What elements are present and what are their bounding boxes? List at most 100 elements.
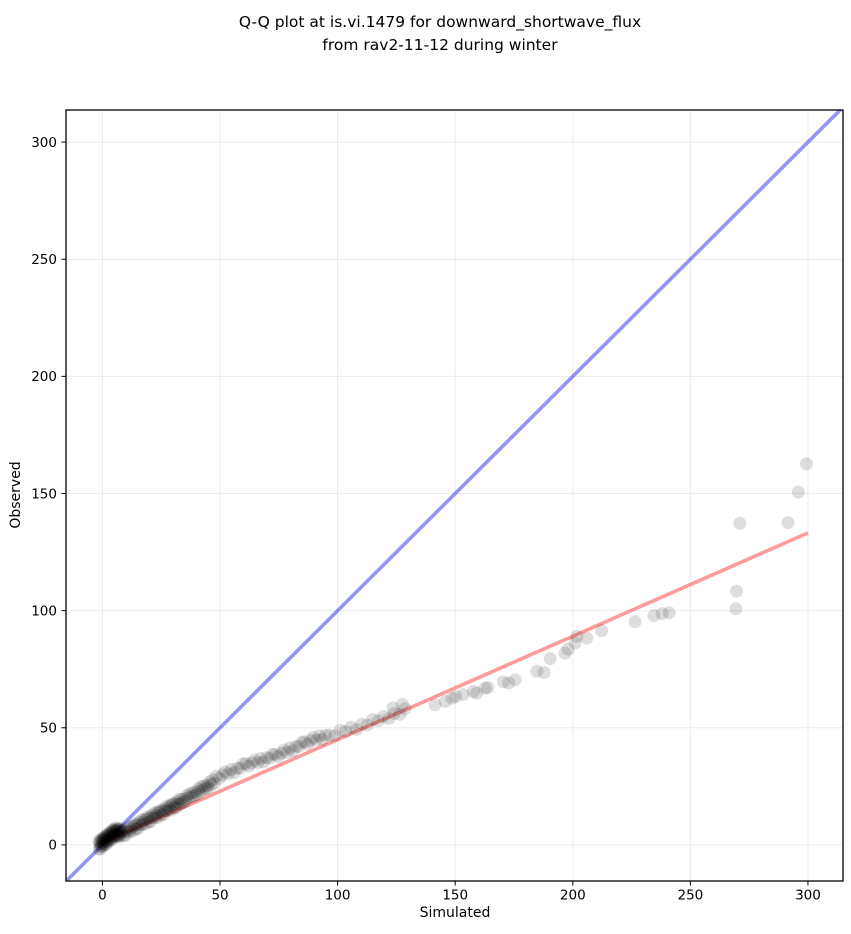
data-point <box>395 697 409 711</box>
data-point <box>123 825 137 839</box>
axis-ticks <box>61 141 809 886</box>
data-point <box>236 757 250 771</box>
data-point <box>733 516 747 530</box>
data-point <box>298 735 312 749</box>
data-point <box>94 832 108 846</box>
data-point <box>99 834 113 848</box>
data-point <box>304 733 318 747</box>
y-axis-label: Observed <box>8 461 24 529</box>
data-point <box>141 810 155 824</box>
data-point <box>502 676 516 690</box>
data-point <box>333 723 347 737</box>
data-point <box>318 728 332 742</box>
data-point <box>130 818 144 832</box>
data-point <box>543 652 557 666</box>
data-point <box>180 789 194 802</box>
y-tick-label: 100 <box>31 603 57 619</box>
x-tick-label: 300 <box>795 888 821 904</box>
data-point <box>478 681 492 695</box>
data-point <box>113 824 127 838</box>
data-point <box>112 826 126 840</box>
data-point <box>307 730 320 744</box>
x-tick-label: 200 <box>560 888 586 904</box>
data-point <box>467 685 480 698</box>
data-point <box>387 707 401 720</box>
data-point <box>163 798 177 812</box>
data-point <box>260 751 273 765</box>
data-point <box>167 801 181 815</box>
data-point <box>113 822 127 835</box>
data-point <box>377 710 390 723</box>
data-point <box>558 646 572 660</box>
data-point <box>628 615 642 629</box>
data-point <box>179 794 193 808</box>
y-tick-label: 300 <box>31 135 57 151</box>
data-point <box>143 811 157 825</box>
data-point <box>108 826 122 840</box>
data-point <box>105 823 119 837</box>
data-point <box>136 815 150 829</box>
data-point <box>200 778 214 792</box>
data-point <box>100 828 114 842</box>
data-point <box>322 728 336 742</box>
data-point <box>166 796 180 810</box>
data-point <box>393 707 407 721</box>
data-point <box>103 829 117 843</box>
data-point <box>570 629 584 643</box>
data-point <box>133 818 147 832</box>
data-point <box>295 735 309 749</box>
data-point <box>122 820 136 834</box>
data-point <box>102 833 116 846</box>
data-point <box>102 826 116 840</box>
data-point <box>152 805 166 819</box>
data-point <box>128 817 142 831</box>
data-point <box>95 832 109 846</box>
data-point <box>729 602 743 616</box>
y-tick-label: 250 <box>31 252 57 268</box>
data-point <box>800 457 813 471</box>
data-point <box>94 838 108 852</box>
data-point <box>301 737 315 751</box>
data-point <box>191 782 205 796</box>
data-point <box>107 824 121 838</box>
data-point <box>382 712 396 726</box>
data-point <box>344 720 358 734</box>
data-point <box>470 686 484 700</box>
data-point <box>182 791 195 805</box>
data-point <box>147 806 161 820</box>
data-point <box>257 755 270 769</box>
axes-frame <box>65 109 844 882</box>
data-point <box>99 838 113 852</box>
data-point <box>580 631 594 645</box>
data-point <box>366 713 380 727</box>
data-point <box>121 825 134 839</box>
data-point <box>199 782 212 796</box>
data-point <box>386 701 400 715</box>
data-point <box>204 778 218 791</box>
data-point <box>245 756 259 770</box>
data-point <box>218 765 232 779</box>
data-point <box>165 798 179 812</box>
data-point <box>568 636 582 650</box>
data-point <box>254 752 268 765</box>
data-point <box>186 786 200 800</box>
data-point <box>96 840 109 854</box>
data-point <box>104 833 118 847</box>
data-point <box>159 804 173 818</box>
data-point <box>339 725 353 738</box>
data-point <box>124 822 138 836</box>
data-point <box>168 797 182 811</box>
data-point <box>537 666 551 679</box>
data-point <box>126 824 140 838</box>
data-point <box>449 690 463 704</box>
y-tick-label: 50 <box>40 721 57 737</box>
data-point <box>239 757 253 771</box>
data-point <box>93 842 107 856</box>
data-point <box>791 485 805 499</box>
data-point <box>150 805 164 819</box>
data-point <box>215 768 229 782</box>
data-point <box>145 808 159 822</box>
data-point <box>438 695 452 708</box>
data-point <box>312 729 326 743</box>
